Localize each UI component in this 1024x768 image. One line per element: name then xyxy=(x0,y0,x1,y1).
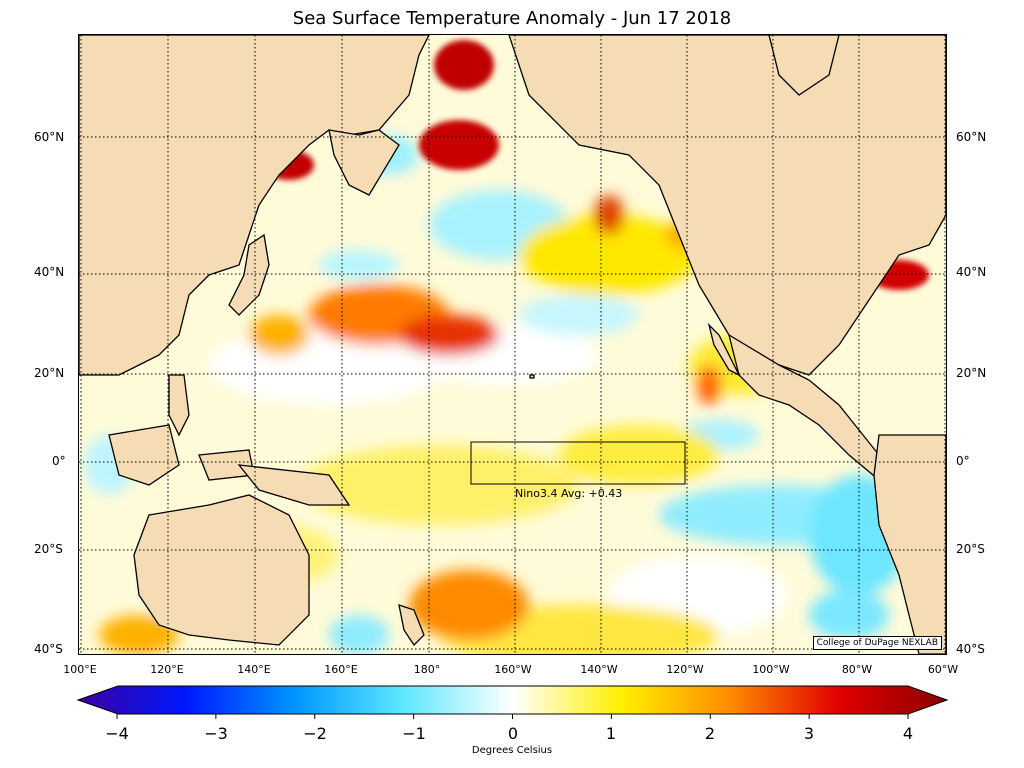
lat-label-20n: 20°N xyxy=(34,366,65,380)
colorbar-tick-3: 3 xyxy=(803,724,815,743)
lon-label-120w: 120°W xyxy=(666,663,704,676)
lat-label-20s: 20°S xyxy=(34,542,63,556)
colorbar-tick-4: 4 xyxy=(902,724,914,743)
lat-label-60n-right: 60°N xyxy=(956,130,987,144)
lat-label-0: 0° xyxy=(52,454,66,468)
lon-label-120e: 120°E xyxy=(150,663,184,676)
lon-label-140e: 140°E xyxy=(237,663,271,676)
lat-label-40n-right: 40°N xyxy=(956,265,987,279)
colorbar-tick-m1: −1 xyxy=(402,724,426,743)
nino34-label: Nino3.4 Avg: +0.43 xyxy=(515,487,623,500)
credit-label: College of DuPage NEXLAB xyxy=(812,636,942,650)
colorbar-tick-m3: −3 xyxy=(204,724,228,743)
lon-label-60w: 60°W xyxy=(927,663,959,676)
lon-label-100w: 100°W xyxy=(752,663,790,676)
colorbar-tick-1: 1 xyxy=(605,724,617,743)
colorbar-tick-m4: −4 xyxy=(105,724,129,743)
lon-label-160w: 160°W xyxy=(494,663,532,676)
lat-label-40n: 40°N xyxy=(34,265,65,279)
lon-label-180: 180° xyxy=(413,663,441,676)
lon-label-140w: 140°W xyxy=(580,663,618,676)
colorbar-label: Degrees Celsius xyxy=(471,745,553,756)
lon-label-80w: 80°W xyxy=(841,663,873,676)
nino34-box[interactable] xyxy=(470,441,686,485)
lon-label-160e: 160°E xyxy=(324,663,358,676)
lat-label-40s-right: 40°S xyxy=(956,642,985,656)
lon-label-100e: 100°E xyxy=(63,663,97,676)
lat-label-60n: 60°N xyxy=(34,130,65,144)
map-title: Sea Surface Temperature Anomaly - Jun 17… xyxy=(292,8,732,29)
map-canvas xyxy=(79,35,946,654)
sst-anomaly-map[interactable]: Nino3.4 Avg: +0.43 College of DuPage NEX… xyxy=(78,34,947,655)
graticule xyxy=(79,35,946,654)
colorbar-gradient xyxy=(76,685,949,715)
colorbar-tick-2: 2 xyxy=(704,724,716,743)
lat-label-20n-right: 20°N xyxy=(956,366,987,380)
colorbar xyxy=(76,685,949,719)
colorbar-tick-m2: −2 xyxy=(303,724,327,743)
colorbar-tick-0: 0 xyxy=(507,724,519,743)
lat-label-40s: 40°S xyxy=(34,642,63,656)
lat-label-20s-right: 20°S xyxy=(956,542,985,556)
lat-label-0-right: 0° xyxy=(956,454,970,468)
